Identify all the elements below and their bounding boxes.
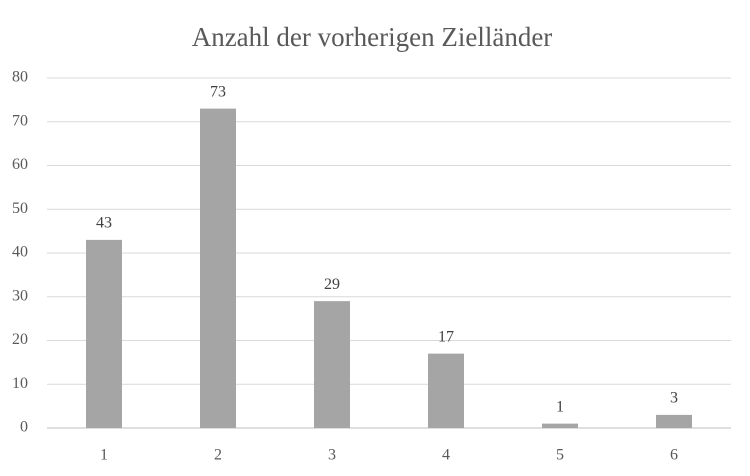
data-label: 43 — [96, 215, 112, 232]
bar — [542, 423, 578, 428]
data-label: 17 — [438, 328, 454, 345]
x-tick-label: 2 — [214, 447, 222, 464]
data-label: 73 — [210, 83, 226, 100]
y-tick-label: 0 — [20, 419, 28, 436]
y-tick-label: 70 — [12, 112, 28, 129]
x-tick-label: 1 — [100, 447, 108, 464]
y-tick-label: 30 — [12, 287, 28, 304]
bar — [200, 108, 236, 428]
y-tick-label: 60 — [12, 156, 28, 173]
data-label: 1 — [556, 398, 564, 415]
y-tick-label: 20 — [12, 331, 28, 348]
y-tick-label: 80 — [12, 69, 28, 86]
x-tick-label: 5 — [556, 447, 564, 464]
bar — [656, 414, 692, 428]
x-tick-label: 6 — [670, 447, 678, 464]
x-tick-label: 4 — [442, 447, 450, 464]
bar — [86, 239, 122, 428]
y-tick-label: 50 — [12, 200, 28, 217]
bar — [314, 301, 350, 428]
y-tick-label: 40 — [12, 244, 28, 261]
data-label: 3 — [670, 390, 678, 407]
data-label: 29 — [324, 276, 340, 293]
chart-title: Anzahl der vorherigen Zielländer — [192, 22, 553, 52]
bar — [428, 353, 464, 428]
y-tick-label: 10 — [12, 375, 28, 392]
x-tick-label: 3 — [328, 447, 336, 464]
